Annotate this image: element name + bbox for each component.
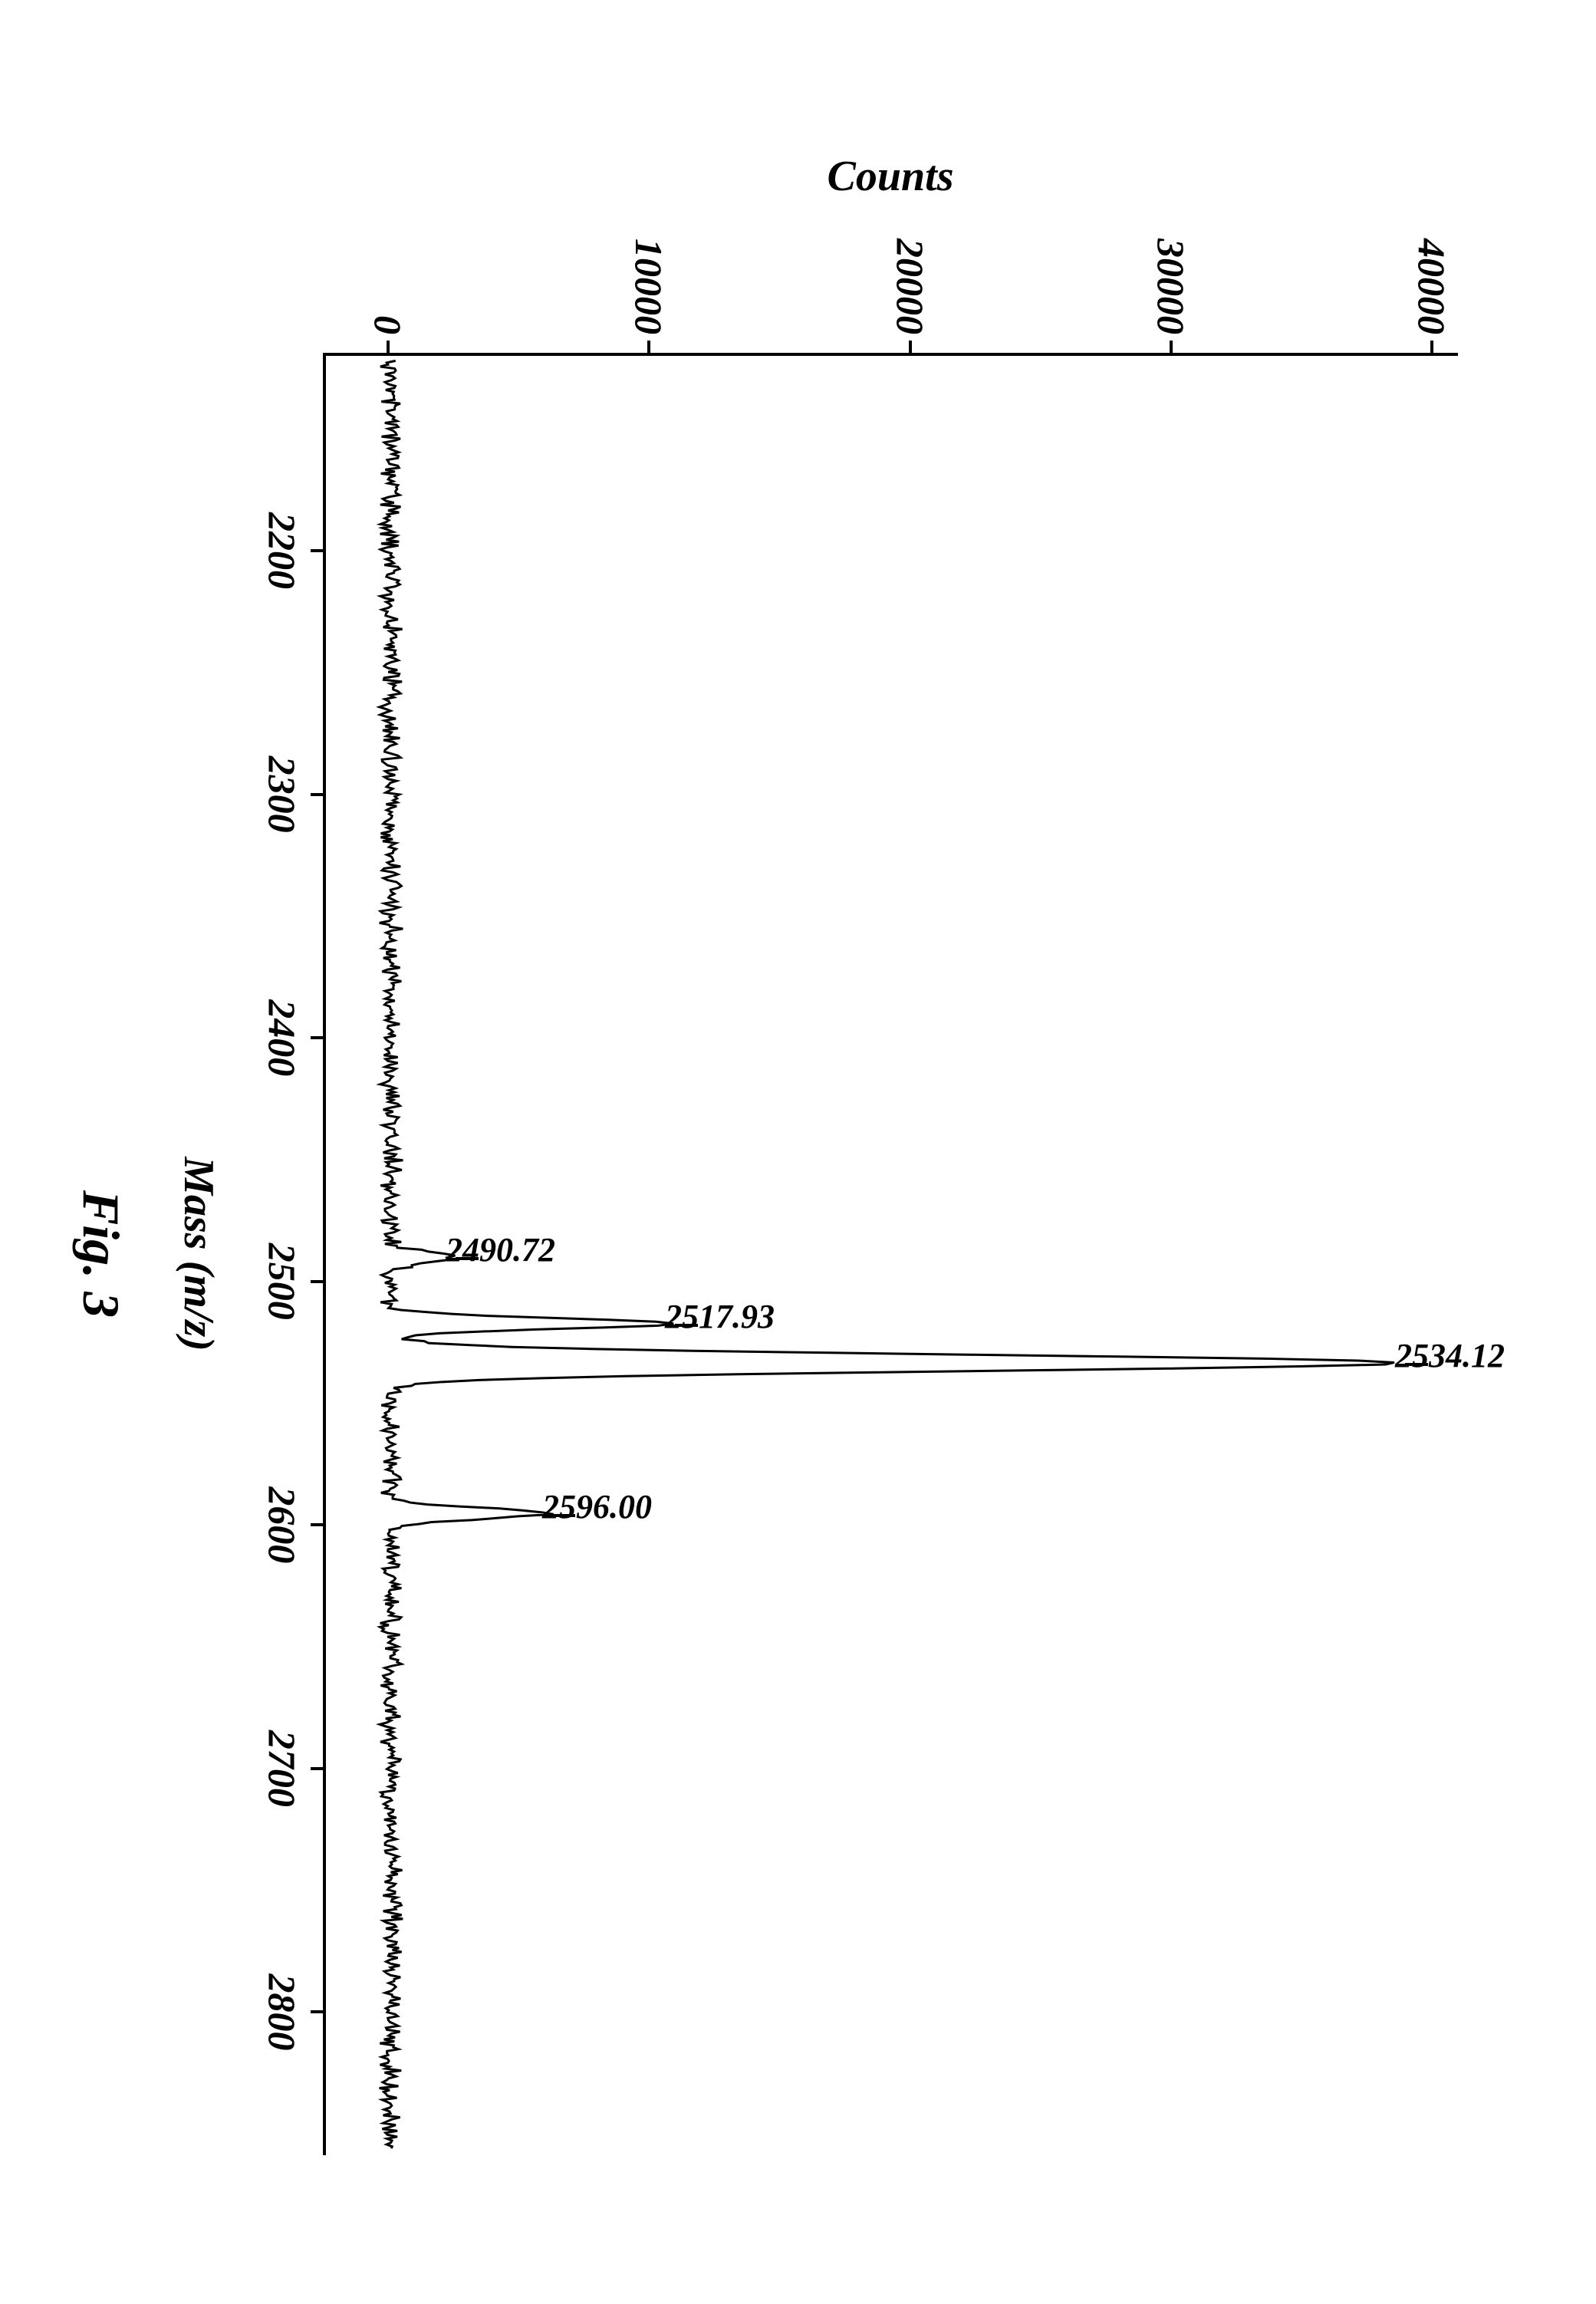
x-tick: [311, 793, 326, 796]
x-tick: [311, 1523, 326, 1526]
x-tick: [311, 549, 326, 552]
peak-label: 2534.12: [1395, 1336, 1505, 1375]
mass-spectrum-figure: Counts Mass (m/z) Fig. 3 010000200003000…: [0, 0, 1596, 2304]
peak-label: 2517.93: [665, 1297, 775, 1336]
x-tick: [311, 1767, 326, 1770]
x-tick-label: 2500: [260, 1243, 304, 1320]
y-tick-label: 0: [366, 315, 410, 334]
y-tick: [909, 341, 912, 356]
plot-area: 0100002000030000400002200230024002500260…: [323, 353, 1458, 2155]
peak-label: 2596.00: [542, 1487, 652, 1526]
x-tick-label: 2600: [260, 1486, 304, 1563]
y-axis-label: Counts: [828, 152, 954, 201]
peak-label: 2490.72: [446, 1230, 555, 1269]
y-tick-label: 20000: [888, 239, 933, 334]
figure-caption: Fig. 3: [71, 1190, 131, 1318]
y-tick-label: 10000: [627, 239, 671, 334]
x-tick: [311, 1036, 326, 1039]
y-tick-label: 30000: [1149, 239, 1193, 334]
x-tick-label: 2800: [260, 1973, 304, 2050]
x-tick-label: 2400: [260, 999, 304, 1076]
x-tick-label: 2700: [260, 1730, 304, 1807]
y-tick: [647, 341, 650, 356]
y-tick: [1170, 341, 1173, 356]
y-tick: [387, 341, 390, 356]
x-tick-label: 2200: [260, 512, 304, 589]
x-tick: [311, 2010, 326, 2013]
x-tick-label: 2300: [260, 756, 304, 833]
x-axis-label: Mass (m/z): [174, 1157, 223, 1351]
y-tick-label: 40000: [1410, 239, 1454, 334]
x-tick: [311, 1280, 326, 1283]
y-tick: [1430, 341, 1433, 356]
